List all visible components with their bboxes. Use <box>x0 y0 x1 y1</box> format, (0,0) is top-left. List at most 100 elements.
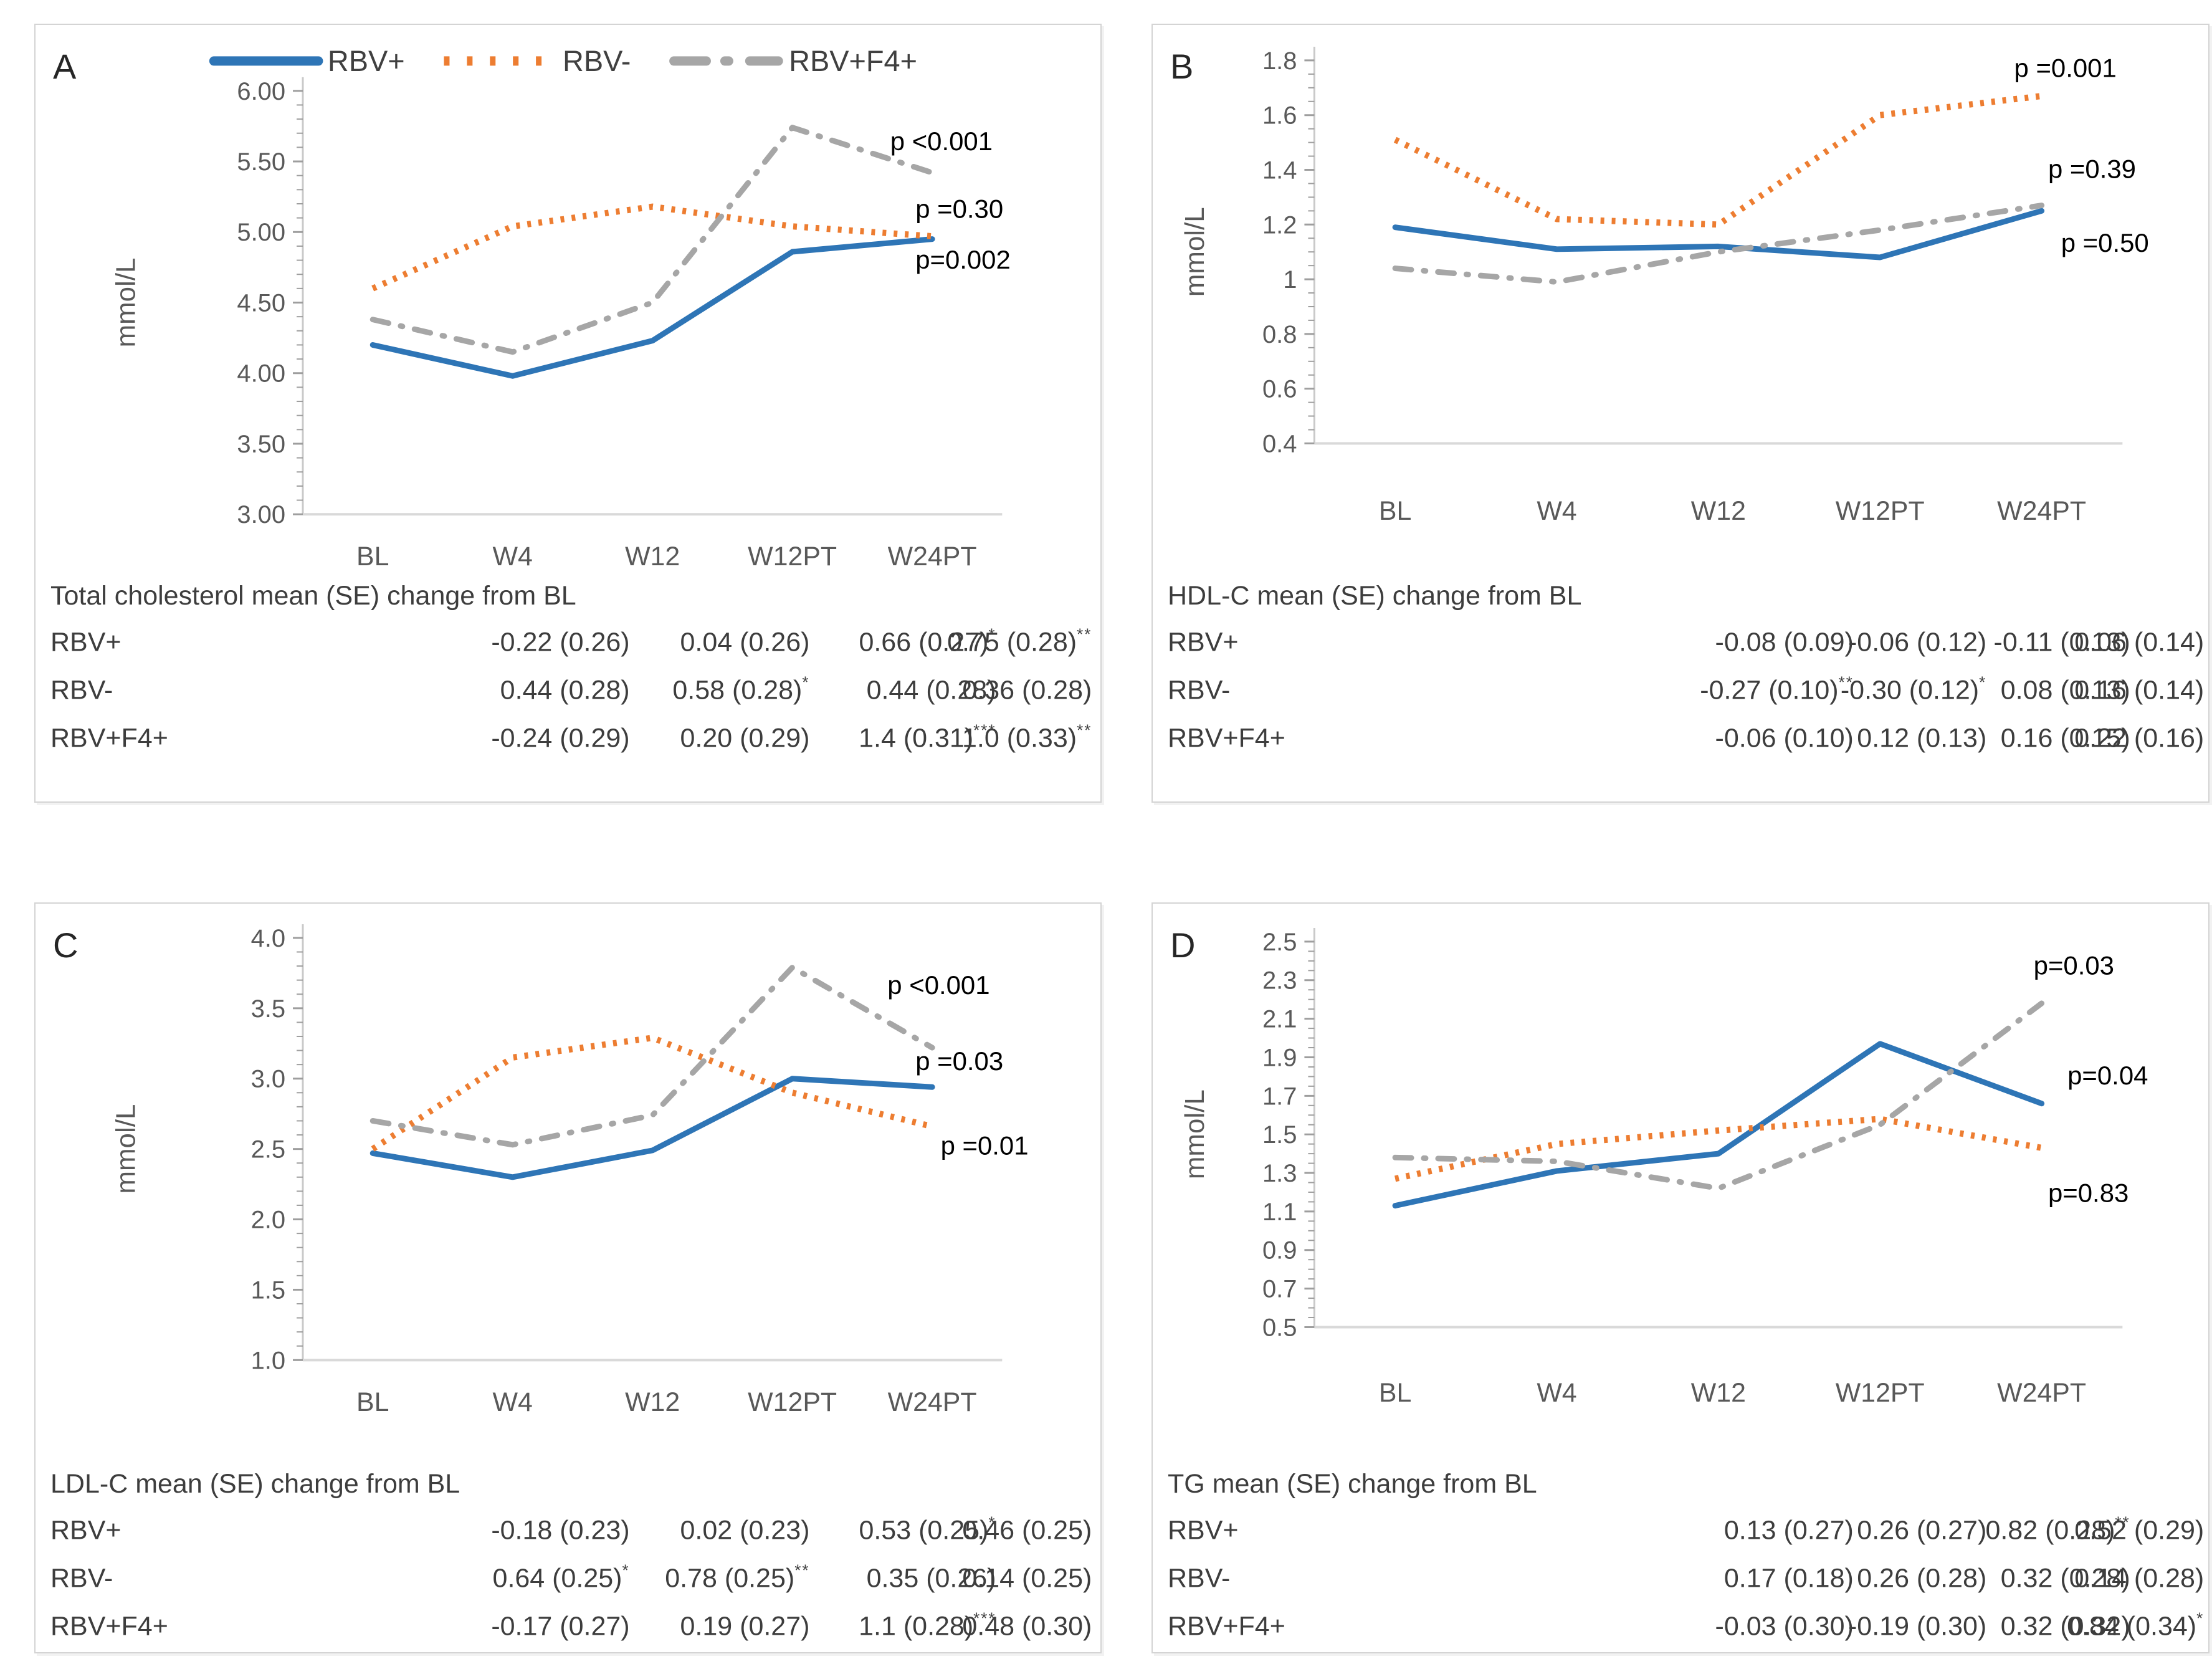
value-cell: -0.03 (0.30) <box>1715 1611 1854 1641</box>
y-tick-label: 1.2 <box>1262 211 1297 239</box>
value-cell: 0.26 (0.28) <box>1857 1563 1987 1593</box>
value-cell: 1.4 (0.31)*** <box>859 720 996 753</box>
table-title: Total cholesterol mean (SE) change from … <box>50 580 576 611</box>
table-row: RBV+ -0.22 (0.26) 0.04 (0.26) 0.66 (0.27)* 0… <box>36 618 1100 666</box>
series-line-rbv-f4 <box>1392 203 2045 285</box>
y-tick-label: 4.0 <box>251 925 285 952</box>
value-cell: 0.53 (0.25)* <box>859 1513 996 1545</box>
p-value-annotation: p =0.39 <box>2048 155 2136 184</box>
y-axis-title: mmol/L <box>1180 1089 1210 1179</box>
value-cell: 1.0 (0.33)** <box>962 720 1092 753</box>
value-cell: -0.19 (0.30) <box>1847 1611 1987 1641</box>
table-row: RBV- -0.27 (0.10)** -0.30 (0.12)* 0.08 (0.1… <box>1153 666 2208 714</box>
p-value-annotation: p <0.001 <box>890 127 993 156</box>
table-row: RBV+F4+ -0.03 (0.30) -0.19 (0.30) 0.32 (0.3… <box>1153 1602 2208 1650</box>
value-cell: 0.35 (0.26) <box>866 1563 996 1593</box>
x-tick-label: W4 <box>1537 496 1576 526</box>
value-cell: 0.44 (0.28) <box>866 675 996 705</box>
y-tick-label: 0.4 <box>1262 430 1297 457</box>
x-tick-label: W12 <box>625 1387 680 1417</box>
row-group-label: RBV+ <box>50 1515 122 1545</box>
y-tick-label: 0.5 <box>1262 1314 1297 1341</box>
y-tick-label: 3.50 <box>237 431 285 458</box>
value-cell: 0.04 (0.26) <box>680 627 810 657</box>
value-cell: 0.14 (0.25) <box>962 1563 1092 1593</box>
significance-asterisks: ** <box>1077 624 1092 643</box>
value-cell: -0.06 (0.10) <box>1715 723 1854 753</box>
value-cell: -0.08 (0.09) <box>1715 627 1854 657</box>
p-value-annotation: p =0.50 <box>2061 228 2149 257</box>
significance-asterisks: ** <box>1838 672 1854 691</box>
value-cell: -0.11 (0.13) <box>1993 627 2130 657</box>
significance-asterisks: * <box>622 1561 630 1579</box>
total-cholesterol-table: Total cholesterol mean (SE) change from … <box>36 573 1100 762</box>
table-title: HDL-C mean (SE) change from BL <box>1168 580 1582 611</box>
x-tick-label: W12 <box>1691 1378 1746 1408</box>
value-cell: 0.08 (0.13) <box>2000 675 2130 705</box>
y-tick-label: 1.1 <box>1262 1198 1297 1226</box>
y-tick-label: 4.50 <box>237 289 285 317</box>
y-tick-label: 3.0 <box>251 1066 285 1093</box>
y-tick-label: 2.3 <box>1262 967 1297 995</box>
y-tick-label: 2.5 <box>1262 929 1297 956</box>
y-tick-label: 5.50 <box>237 148 285 176</box>
y-tick-label: 0.9 <box>1262 1237 1297 1265</box>
panel-hdl-c: B 1.8 1.6 1.4 1.2 1 0.8 0.6 0.4 mmol/L BL W4 W12 W12… <box>1151 24 2210 803</box>
x-tick-label: W4 <box>493 1387 533 1417</box>
table-row: RBV+ -0.08 (0.09) -0.06 (0.12) -0.11 (0.13)… <box>1153 618 2208 666</box>
value-cell: 0.84 (0.34)* <box>2067 1609 2205 1641</box>
panel-letter-a: A <box>53 47 77 86</box>
value-cell: 0.36 (0.28) <box>962 675 1092 705</box>
row-group-label: RBV- <box>1168 1563 1231 1593</box>
p-value-annotation: p =0.01 <box>941 1131 1029 1160</box>
value-cell: 0.19 (0.27) <box>680 1611 810 1641</box>
row-group-label: RBV+ <box>50 627 122 657</box>
row-group-label: RBV+F4+ <box>50 1611 168 1641</box>
table-row: RBV+ -0.18 (0.23) 0.02 (0.23) 0.53 (0.25)* 0… <box>36 1506 1100 1554</box>
significance-asterisks: ** <box>1077 720 1092 739</box>
value-cell: 0.14 (0.28) <box>2074 1563 2205 1593</box>
significance-asterisks: * <box>988 1513 996 1531</box>
series-line-rbv-plus <box>369 236 935 379</box>
total-cholesterol-line-chart: 6.00 5.50 5.00 4.50 4.00 3.50 3.00 mmol/L BL W4 W1… <box>111 45 1011 571</box>
p-value-annotation: p=0.83 <box>2048 1178 2129 1207</box>
row-group-label: RBV+F4+ <box>1168 723 1285 753</box>
table-row: RBV- 0.17 (0.18) 0.26 (0.28) 0.32 (0.28) 0.1… <box>1153 1554 2208 1602</box>
y-tick-label: 1.4 <box>1262 156 1297 184</box>
y-tick-label: 3.00 <box>237 501 285 528</box>
series-line-rbv-f4 <box>1392 1000 2045 1192</box>
x-tick-label: W12PT <box>1836 496 1925 526</box>
hdl-c-table: HDL-C mean (SE) change from BL RBV+ -0.08… <box>1153 573 2208 762</box>
p-value-annotation: p=0.04 <box>2067 1061 2148 1090</box>
table-row: RBV+F4+ -0.24 (0.29) 0.20 (0.29) 1.4 (0.31)… <box>36 714 1100 762</box>
value-cell: -0.06 (0.12) <box>1847 627 1987 657</box>
y-axis-title: mmol/L <box>111 1104 141 1194</box>
series-line-rbv-f4 <box>369 125 935 355</box>
y-tick-label: 0.8 <box>1262 321 1297 348</box>
y-tick-label: 5.00 <box>237 219 285 246</box>
significance-asterisks: * <box>988 624 996 643</box>
value-cell: 0.32 (0.28) <box>2000 1563 2130 1593</box>
value-cell: 0.02 (0.23) <box>680 1515 810 1545</box>
tg-table: TG mean (SE) change from BL RBV+ 0.13 (0.… <box>1153 1461 2208 1650</box>
value-cell: 0.64 (0.25)* <box>492 1561 630 1593</box>
series-line-rbv-minus <box>1393 93 2043 228</box>
y-tick-label: 1.0 <box>251 1347 285 1374</box>
y-tick-label: 1.8 <box>1262 47 1297 75</box>
value-cell: 0.46 (0.25) <box>962 1515 1092 1545</box>
x-tick-label: BL <box>1379 1378 1411 1408</box>
legend-label: RBV+ <box>328 45 405 77</box>
y-tick-label: 3.5 <box>251 995 285 1023</box>
value-cell: 0.58 (0.28)* <box>672 672 810 705</box>
x-tick-label: BL <box>356 1387 389 1417</box>
panel-letter-d: D <box>1170 925 1196 965</box>
x-tick-label: W12PT <box>1836 1378 1925 1408</box>
x-tick-label: W4 <box>493 542 533 571</box>
value-cell: 0.82 (0.28)** <box>1985 1513 2130 1545</box>
value-cell: 0.44 (0.28) <box>500 675 630 705</box>
y-tick-label: 1.9 <box>1262 1044 1297 1071</box>
value-cell: 0.66 (0.27)* <box>859 624 996 657</box>
row-group-label: RBV+ <box>1168 1515 1239 1545</box>
value-cell: 0.22 (0.16) <box>2074 723 2205 753</box>
